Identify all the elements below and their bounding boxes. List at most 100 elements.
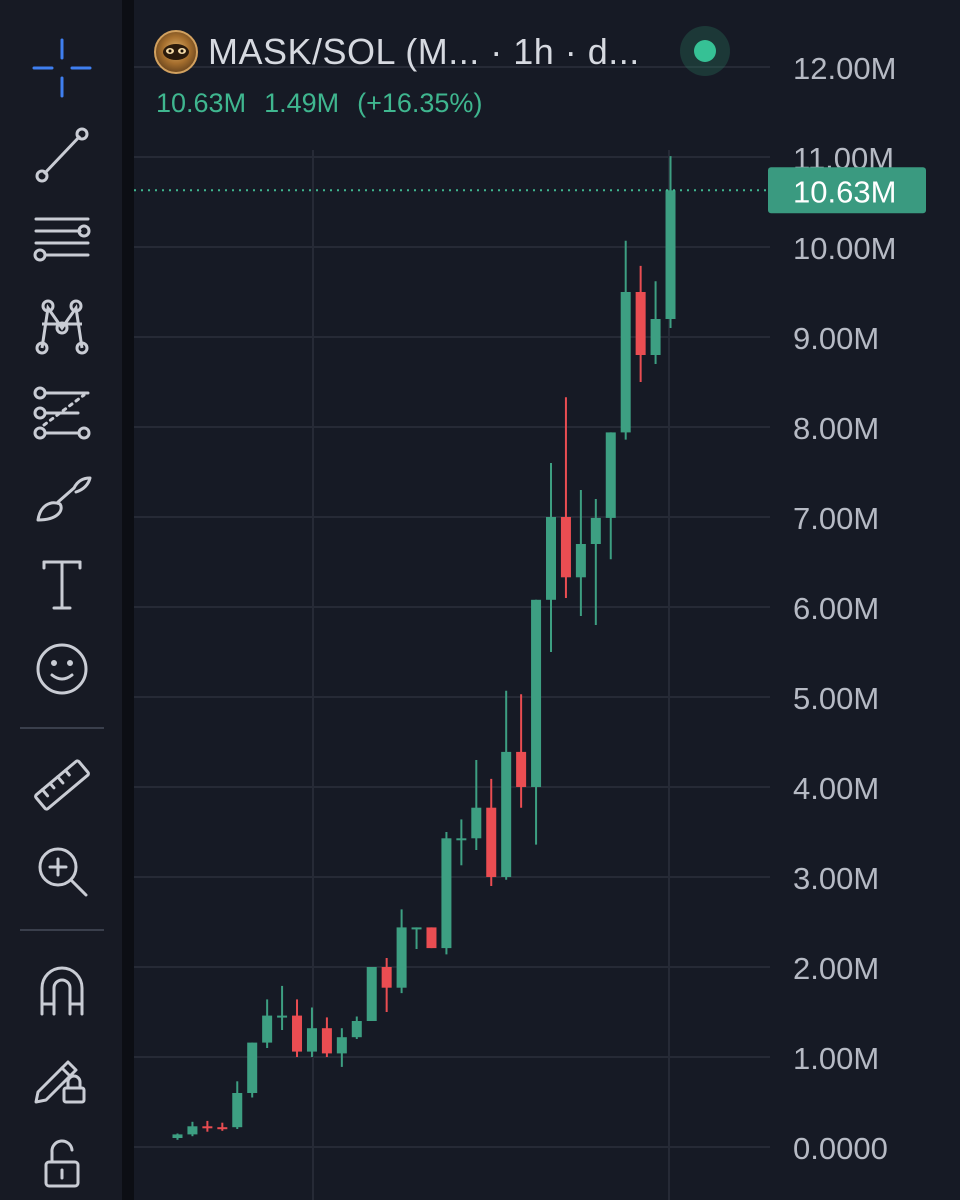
candle[interactable]: [605, 432, 616, 560]
candle[interactable]: [336, 1028, 347, 1067]
y-tick-label: 5.00M: [793, 681, 879, 716]
candle-body: [546, 517, 556, 600]
candle[interactable]: [351, 1016, 362, 1040]
change-percent: (+16.35%): [357, 88, 483, 118]
candle-body: [456, 838, 467, 841]
last-price-value: 10.63M: [156, 88, 247, 118]
trend-line-tool[interactable]: [22, 118, 102, 190]
y-tick-label: 10.00M: [793, 231, 896, 266]
candle-body: [321, 1028, 332, 1054]
candle[interactable]: [575, 490, 586, 616]
candle[interactable]: [486, 778, 497, 886]
crosshair-icon: [32, 38, 92, 98]
emoji-tool[interactable]: [22, 633, 102, 705]
drawing-toolbar: [0, 0, 122, 1200]
candle-body: [605, 432, 616, 518]
y-tick-label: 12.00M: [793, 51, 896, 86]
zoom-in-icon: [38, 847, 88, 897]
candle-body: [650, 319, 661, 355]
candle[interactable]: [366, 967, 377, 1021]
candle[interactable]: [501, 690, 512, 880]
candle-body: [620, 292, 631, 433]
candle[interactable]: [456, 819, 467, 866]
y-tick-label: 8.00M: [793, 411, 879, 446]
candle[interactable]: [321, 1017, 332, 1057]
candle[interactable]: [590, 499, 601, 625]
candle-body: [635, 292, 646, 355]
panel-gutter: [122, 0, 134, 1200]
candle[interactable]: [546, 463, 556, 652]
candle[interactable]: [217, 1122, 228, 1131]
token-logo: [154, 30, 198, 74]
candle[interactable]: [620, 240, 631, 440]
candle[interactable]: [516, 694, 527, 808]
candle[interactable]: [471, 760, 482, 850]
candle-body: [531, 599, 542, 787]
candle[interactable]: [650, 281, 661, 364]
candle[interactable]: [426, 927, 437, 949]
pattern-icon: [35, 299, 89, 355]
candle[interactable]: [381, 958, 392, 1012]
magnet-icon: [40, 966, 84, 1016]
candle-body: [486, 807, 497, 877]
text-tool[interactable]: [22, 548, 102, 620]
candle[interactable]: [306, 1007, 317, 1058]
toolbar-separator: [20, 929, 104, 931]
candle-body: [202, 1126, 213, 1129]
y-tick-label: 2.00M: [793, 951, 879, 986]
candle[interactable]: [172, 1133, 183, 1140]
crosshair-tool[interactable]: [22, 32, 102, 104]
y-tick-label: 6.00M: [793, 591, 879, 626]
zoom-in-tool[interactable]: [22, 835, 102, 907]
fib-retracement-tool[interactable]: [22, 377, 102, 449]
last-price-label: 10.63M: [793, 174, 896, 209]
symbol-header[interactable]: MASK/SOL (M... · 1h · d...: [154, 28, 640, 76]
pattern-tool[interactable]: [22, 290, 102, 362]
candle-body: [277, 1015, 288, 1018]
candle-body: [426, 927, 437, 949]
candle[interactable]: [560, 397, 571, 598]
candle[interactable]: [441, 832, 452, 955]
candle[interactable]: [262, 999, 273, 1048]
unlock-tool[interactable]: [22, 1128, 102, 1200]
candle-body: [441, 838, 452, 949]
candle-body: [471, 807, 482, 839]
candle[interactable]: [531, 599, 542, 845]
lock-drawings-tool[interactable]: [22, 1040, 102, 1112]
ohlc-legend: 10.63M 1.49M (+16.35%): [156, 88, 482, 119]
candle-body: [217, 1127, 228, 1130]
y-tick-label: 4.00M: [793, 771, 879, 806]
candle-body: [306, 1028, 317, 1052]
y-tick-label: 0.0000: [793, 1131, 888, 1166]
market-status-indicator[interactable]: [680, 26, 730, 76]
candle[interactable]: [665, 156, 676, 328]
candle-body: [292, 1015, 303, 1052]
candle-body: [262, 1015, 273, 1043]
candle[interactable]: [396, 909, 407, 994]
candle-body: [172, 1134, 183, 1138]
candle-body: [516, 751, 527, 787]
candle-body: [351, 1021, 362, 1038]
candle[interactable]: [411, 927, 422, 949]
candle[interactable]: [247, 1042, 258, 1098]
change-value: 1.49M: [264, 88, 340, 118]
y-tick-label: 7.00M: [793, 501, 879, 536]
candle-body: [590, 517, 601, 544]
candle[interactable]: [232, 1081, 243, 1129]
fib-retracement-icon: [33, 386, 91, 440]
ruler-tool[interactable]: [22, 750, 102, 822]
unlock-icon: [44, 1139, 80, 1188]
candle[interactable]: [635, 265, 646, 382]
candle-body: [501, 751, 512, 877]
magnet-tool[interactable]: [22, 954, 102, 1026]
candle-body: [187, 1126, 198, 1135]
symbol-title[interactable]: MASK/SOL (M... · 1h · d...: [208, 31, 640, 72]
candle[interactable]: [187, 1121, 198, 1137]
candle[interactable]: [202, 1120, 213, 1132]
horizontal-lines-tool[interactable]: [22, 205, 102, 277]
candle-body: [381, 967, 392, 988]
candle[interactable]: [292, 999, 303, 1057]
candle[interactable]: [277, 985, 288, 1030]
brush-tool[interactable]: [22, 462, 102, 534]
